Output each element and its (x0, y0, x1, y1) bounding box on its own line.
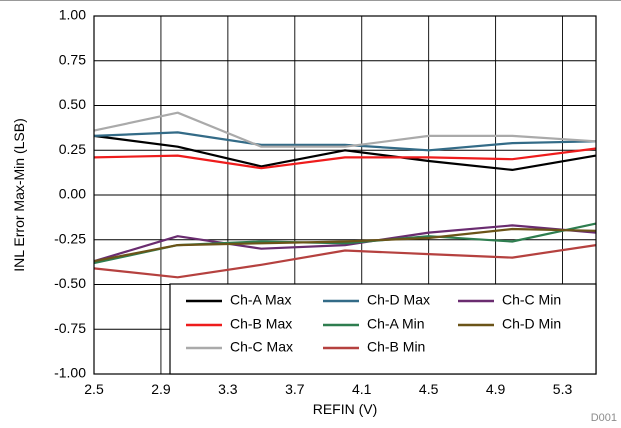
legend-label: Ch-A Min (367, 316, 425, 332)
series-lines (93, 111, 597, 279)
legend-label: Ch-D Max (367, 292, 430, 308)
legend: Ch-A Max Ch-D Max Ch-C Min Ch-B Max Ch-A Min… (169, 283, 597, 375)
x-tick-label: 5.3 (553, 381, 573, 397)
x-tick-label: 3.7 (285, 381, 305, 397)
legend-label: Ch-C Max (230, 339, 293, 355)
series-line-ch-d-min (93, 227, 597, 263)
series-line-ch-b-min (93, 244, 597, 279)
legend-label: Ch-C Min (502, 292, 561, 308)
y-axis-ticks: 1.00 0.75 0.50 0.25 0.00 -0.25 -0.50 -0.75 -1.00 (54, 7, 86, 381)
x-tick-label: 2.5 (84, 381, 104, 397)
x-tick-label: 4.5 (419, 381, 439, 397)
x-tick-label: 3.3 (218, 381, 238, 397)
y-tick-label: 0.25 (59, 141, 86, 157)
legend-label: Ch-A Max (230, 292, 291, 308)
y-tick-label: 0.00 (59, 186, 86, 202)
legend-label: Ch-B Min (367, 339, 425, 355)
y-tick-label: 1.00 (59, 7, 86, 23)
y-tick-label: 0.50 (59, 96, 86, 112)
y-tick-label: -0.25 (54, 230, 86, 246)
x-tick-label: 2.9 (151, 381, 171, 397)
y-axis-label: INL Error Max-Min (LSB) (11, 118, 27, 272)
y-tick-label: -1.00 (54, 365, 86, 381)
x-axis-ticks: 2.5 2.9 3.3 3.7 4.1 4.5 4.9 5.3 (84, 381, 572, 397)
legend-label: Ch-D Min (502, 316, 561, 332)
legend-label: Ch-B Max (230, 316, 292, 332)
legend-box (169, 283, 597, 375)
x-tick-label: 4.1 (352, 381, 372, 397)
y-tick-label: -0.75 (54, 320, 86, 336)
figure-tag: D001 (591, 412, 617, 424)
series-line-ch-d-max (93, 131, 597, 152)
series-line-ch-c-max (93, 111, 597, 148)
series-line-ch-a-max (93, 134, 597, 171)
x-tick-label: 4.9 (486, 381, 506, 397)
series-line-ch-c-min (93, 224, 597, 263)
y-tick-label: 0.75 (59, 51, 86, 67)
y-tick-label: -0.50 (54, 275, 86, 291)
x-axis-label: REFIN (V) (313, 401, 378, 417)
series-line-ch-b-max (93, 147, 597, 170)
